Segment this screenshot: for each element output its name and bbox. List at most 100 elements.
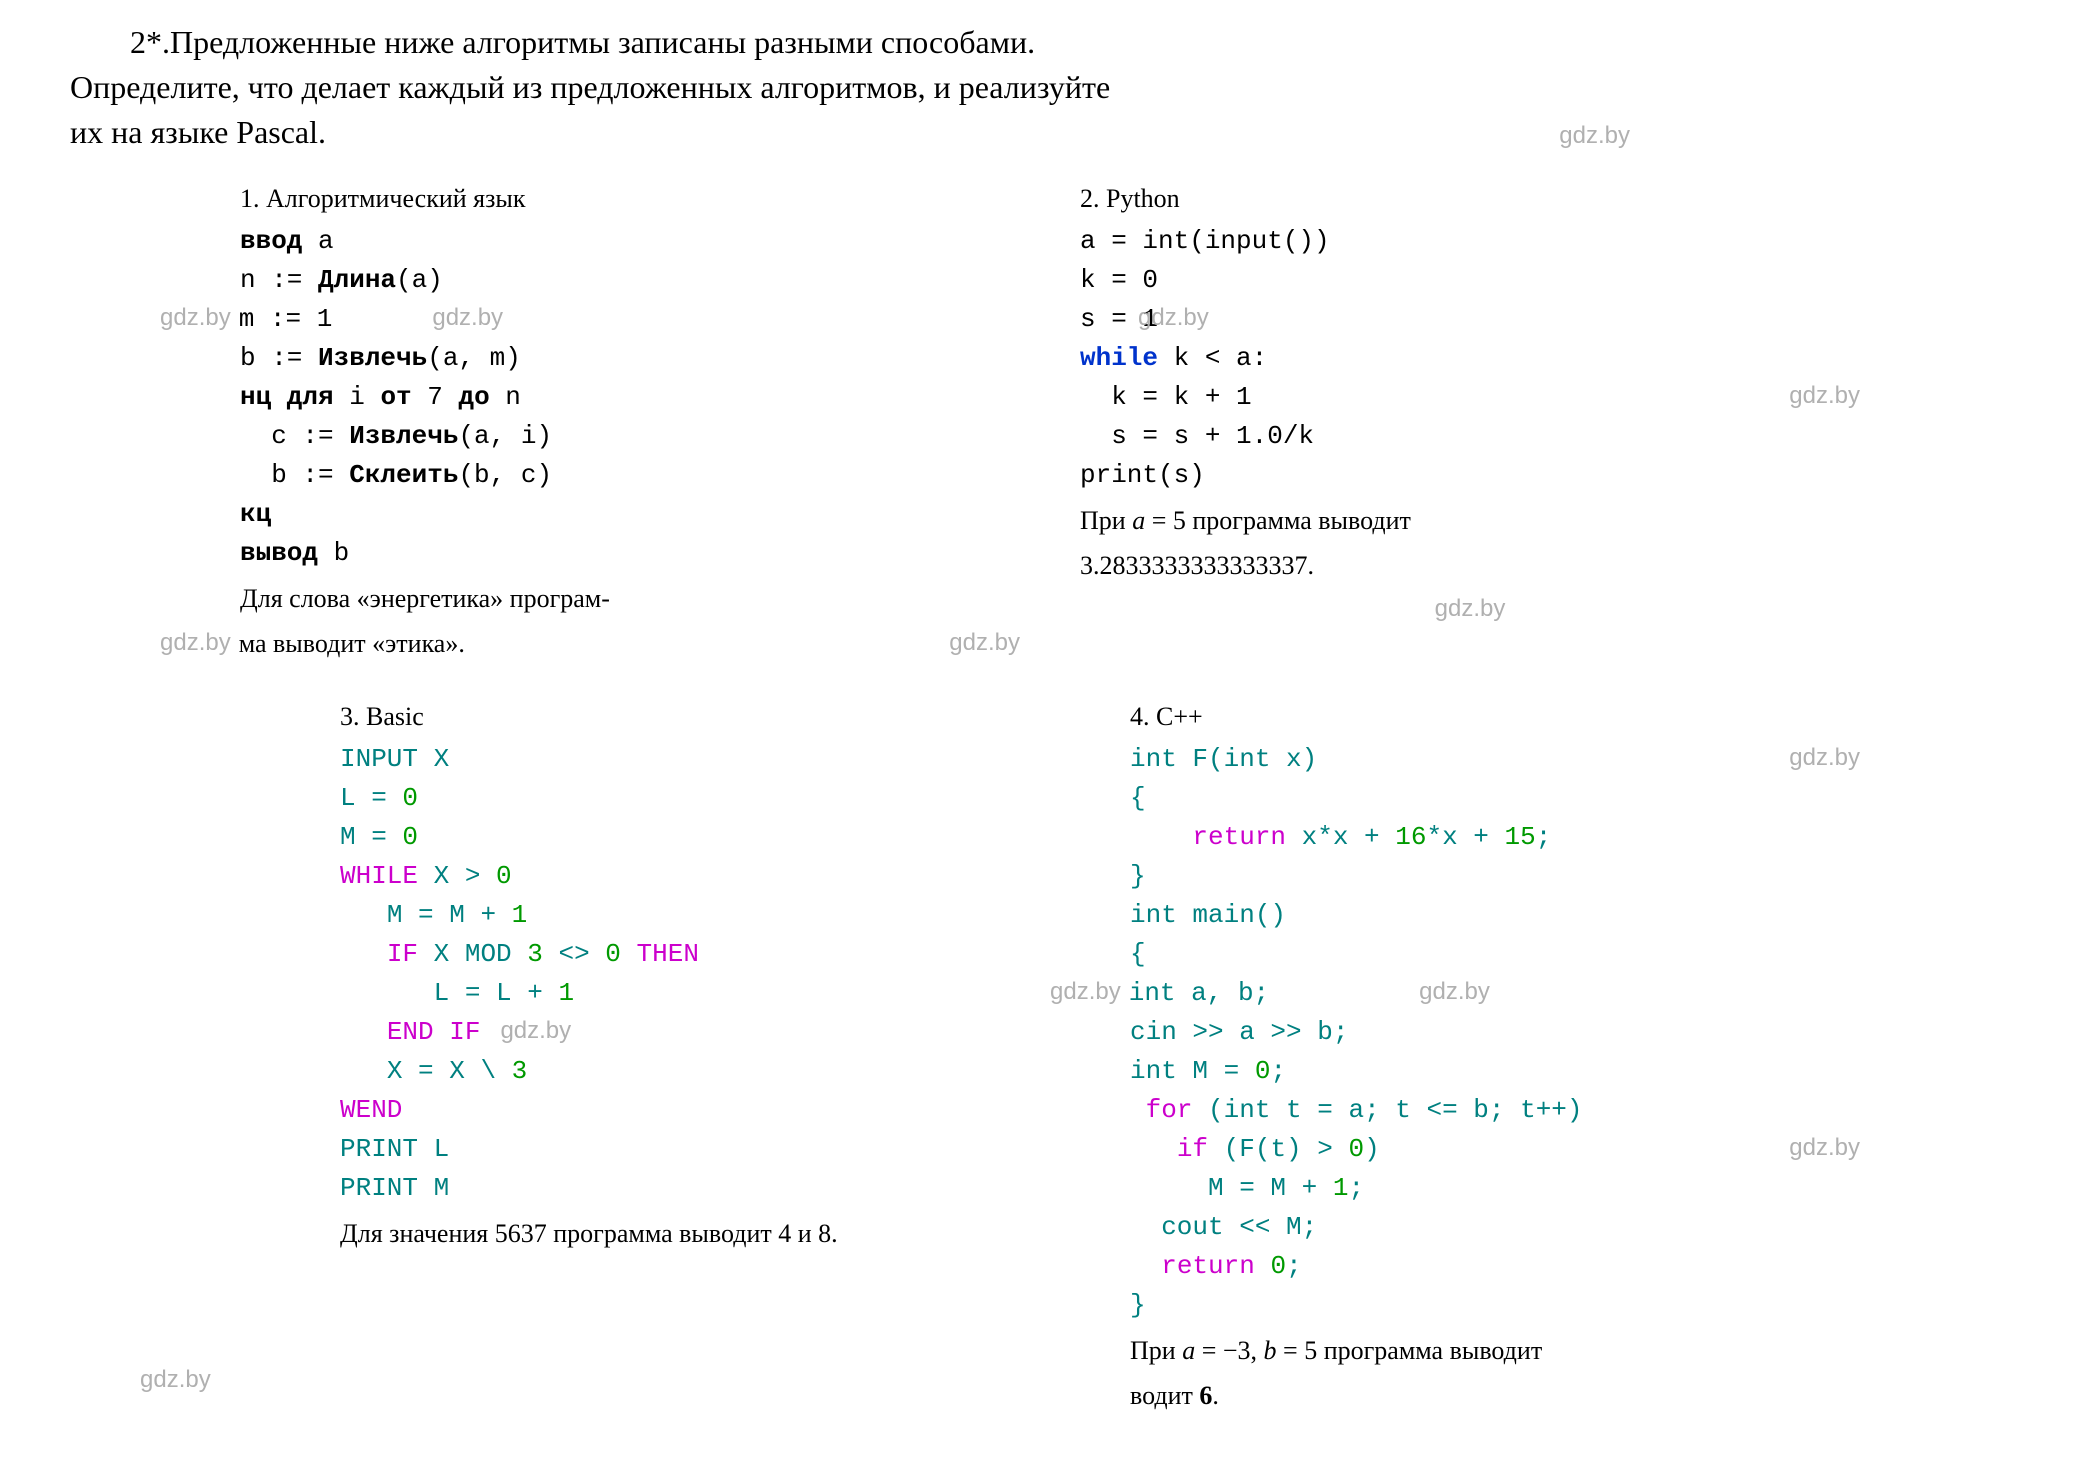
s2-line1: a = int(input()) <box>1080 222 1860 261</box>
s4-l10-pre <box>1130 1095 1146 1125</box>
s4-line1: int F(int x)gdz.by <box>1130 740 1860 779</box>
s4-res-p1: При <box>1130 1336 1182 1365</box>
s4-l11-kw: if <box>1177 1130 1208 1169</box>
s3-l2-eq: = <box>356 783 403 813</box>
s3-l6-pre <box>340 939 387 969</box>
s4-l14-pre <box>1130 1251 1161 1281</box>
s4-line3: return x*x + 16*x + 15; <box>1130 818 1860 857</box>
s4-l5-kw: int <box>1130 900 1177 930</box>
s2-line4: while k < a: <box>1080 339 1860 378</box>
s1-line9: вывод b <box>240 534 1020 573</box>
s3-line10: WEND <box>340 1091 1070 1130</box>
s2-line5: k = k + 1gdz.by <box>1080 378 1860 417</box>
s3-l9-n: 3 <box>512 1056 528 1086</box>
s1-l5-mid2: 7 <box>412 382 459 412</box>
watermark-s2c: gdz.by <box>1435 592 1506 626</box>
s2-line2: k = 0 <box>1080 261 1860 300</box>
s4-line13: cout << M; <box>1130 1208 1860 1247</box>
s1-l9-rest: b <box>318 538 349 568</box>
s2-res-var: a <box>1132 506 1145 535</box>
watermark-s2b: gdz.by <box>1789 378 1860 417</box>
s3-l9-pre <box>340 1056 387 1086</box>
s4-l3-kw: return <box>1192 822 1286 852</box>
s1-l4-kw: Извлечь <box>318 343 427 373</box>
s4-line7: gdz.byint a, b;gdz.by <box>1130 974 1860 1013</box>
s3-l3-n: 0 <box>402 822 418 852</box>
s4-l14-kw: return <box>1161 1251 1255 1281</box>
s3-l9-v2: X <box>449 1056 465 1086</box>
s4-l3-n2: 15 <box>1505 822 1536 852</box>
s4-l3-rest: x*x + <box>1286 822 1395 852</box>
s2-res-p2: программа выводит <box>1186 506 1411 535</box>
s1-l6-pre: c := <box>240 421 349 451</box>
s4-l5-rest: main() <box>1177 900 1286 930</box>
s3-line6: IF X MOD 3 <> 0 THEN <box>340 935 1070 974</box>
s1-result2: gdz.byма выводит «этика».gdz.by <box>240 626 1020 662</box>
s4-l10-kw: for <box>1146 1095 1193 1125</box>
s3-l7-op: + <box>512 978 559 1008</box>
s3-line4: WHILE X > 0 <box>340 857 1070 896</box>
s3-line7: L = L + 1 <box>340 974 1070 1013</box>
intro-line1: 2*.Предложенные ниже алгоритмы записаны … <box>70 20 2030 65</box>
s3-l3-eq: = <box>356 822 403 852</box>
watermark-s1d: gdz.by <box>949 626 1020 662</box>
s3-l9-eq: = <box>402 1056 449 1086</box>
s3-l7-pre <box>340 978 434 1008</box>
s3-l9-op: \ <box>465 1056 512 1086</box>
s3-l3-v: M <box>340 822 356 852</box>
s4-l11-end: ) <box>1364 1130 1380 1169</box>
s3-l6-n: 3 <box>527 939 543 969</box>
s4-line15: } <box>1130 1286 1860 1325</box>
s2-line6: s = s + 1.0/k <box>1080 417 1860 456</box>
s4-res-p2: программа выводит <box>1317 1336 1542 1365</box>
s2-res-eq: = 5 <box>1145 506 1186 535</box>
section1-title: 1. Алгоритмический язык <box>240 184 1020 214</box>
section3-title: 3. Basic <box>340 702 1070 732</box>
s1-line4: b := Извлечь(a, m) <box>240 339 1020 378</box>
s4-l7-kw: int <box>1129 974 1176 1013</box>
section4-title: 4. C++ <box>1130 702 1860 732</box>
intro-line3-text: их на языке Pascal. <box>70 110 326 155</box>
s4-l11-n: 0 <box>1348 1130 1364 1169</box>
s2-result: При a = 5 программа выводит <box>1080 503 1860 539</box>
intro-paragraph: 2*.Предложенные ниже алгоритмы записаны … <box>40 20 2060 154</box>
s1-l6-rest: (a, i) <box>458 421 552 451</box>
s4-line6: { <box>1130 935 1860 974</box>
s3-l5-v: M <box>387 900 403 930</box>
s1-result-text2: ма выводит «этика». <box>239 626 465 662</box>
s1-l7-kw: Склеить <box>349 460 458 490</box>
section2-title: 2. Python <box>1080 184 1860 214</box>
s1-l2-pre: n := <box>240 265 318 295</box>
s1-line2: n := Длина(a) <box>240 261 1020 300</box>
s4-l12-end: ; <box>1348 1173 1364 1203</box>
s3-l11-v: L <box>418 1134 449 1164</box>
s3-l7-v2: L <box>496 978 512 1008</box>
s3-l6-v: X <box>418 939 449 969</box>
s1-l6-kw: Извлечь <box>349 421 458 451</box>
s4-l1-rest2: x) <box>1270 740 1317 779</box>
s3-line8: END IFgdz.by <box>340 1013 1070 1052</box>
section1: 1. Алгоритмический язык ввод a n := Длин… <box>240 184 1020 662</box>
s2-l4-rest: k < a: <box>1158 343 1267 373</box>
s4-line14: return 0; <box>1130 1247 1860 1286</box>
s1-l3: m := 1 <box>239 300 333 339</box>
s4-l9-end: ; <box>1270 1056 1286 1086</box>
s4-l9-n: 0 <box>1255 1056 1271 1086</box>
watermark-s1b: gdz.by <box>432 300 503 339</box>
s4-l10-kw2: int <box>1224 1095 1271 1125</box>
s3-l5-eq: = <box>402 900 449 930</box>
s3-l5-n: 1 <box>512 900 528 930</box>
s4-l12-n: 1 <box>1333 1173 1349 1203</box>
s3-result: Для значения 5637 программа выводит 4 и … <box>340 1216 1070 1252</box>
s3-line5: M = M + 1 <box>340 896 1070 935</box>
s2-res-p1: При <box>1080 506 1132 535</box>
watermark-s4c: gdz.by <box>1419 974 1490 1013</box>
s3-line12: PRINT M <box>340 1169 1070 1208</box>
s3-l12-v: M <box>418 1173 449 1203</box>
s4-res-end: . <box>1212 1381 1219 1410</box>
s1-l2-kw: Длина <box>318 265 396 295</box>
s4-l1-rest: F( <box>1177 740 1224 779</box>
s4-line4: } <box>1130 857 1860 896</box>
watermark-s1c: gdz.by <box>160 626 231 662</box>
s1-l5-kw2: от <box>380 382 411 412</box>
